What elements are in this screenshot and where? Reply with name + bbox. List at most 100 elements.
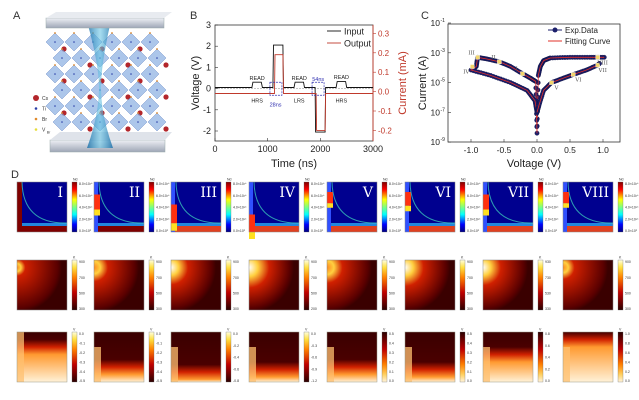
- heatmap-potential-viii: [562, 331, 614, 383]
- colorbar-tick-label: 0.1: [389, 370, 394, 374]
- heatmap-frame: [562, 181, 614, 233]
- colorbar-unit: K: [227, 256, 230, 260]
- colorbar-tick-label: 2.0×10²⁶: [156, 217, 170, 221]
- y2-tick-label: -0.1: [378, 107, 392, 116]
- colorbar-unit: K: [461, 256, 464, 260]
- fit-point-marker: [595, 55, 600, 60]
- colorbar-tick-label: 330: [545, 307, 551, 311]
- fit-point-marker: [497, 59, 502, 64]
- heatmap-nd-viii: VIII: [562, 181, 614, 233]
- colorbar-tick-label: 900: [79, 260, 85, 264]
- colorbar-unit: Nd: [383, 178, 388, 182]
- colorbar-tick-label: 8.0×10²⁶: [311, 182, 325, 186]
- colorbar-tick-label: 2.0×10²⁶: [467, 217, 481, 221]
- fit-point-marker: [470, 64, 475, 69]
- heatmap-temperature-iii: [170, 259, 222, 311]
- legend-label-sub: Br: [47, 130, 51, 134]
- state-label: IV: [279, 185, 296, 201]
- heatmap-frame: [16, 331, 68, 383]
- colorbar-tick-label: -0.2: [79, 351, 85, 355]
- heatmap-temperature-i: [16, 259, 68, 311]
- heatmap-frame: [326, 331, 378, 383]
- heatmap-gradient-edge: [567, 181, 614, 224]
- colorbar-tick-label: -0.1: [79, 342, 85, 346]
- simulation-heatmaps: INd8.0×10²⁶6.0×10²⁶4.0×10²⁶2.0×10²⁶0.0×1…: [16, 178, 639, 383]
- br-atom: [80, 112, 82, 114]
- x-tick-label: 0.0: [531, 145, 543, 155]
- heatmap-potential-vii: [482, 331, 534, 383]
- x-tick-label: 1000: [258, 144, 278, 154]
- y-tick-base: 10: [431, 48, 441, 58]
- heatmap-bottom-band: [405, 226, 455, 232]
- br-atom: [54, 64, 56, 66]
- heatmap-frame: [170, 259, 222, 311]
- fit-point-marker: [571, 72, 576, 77]
- legend-label: Output: [344, 39, 372, 49]
- colorbar-tick-label: -0.5: [79, 379, 85, 383]
- y-tick-exp: -1: [441, 18, 446, 24]
- colorbar-tick-label: 0.5: [467, 332, 472, 336]
- heatmap-temperature-vii: [482, 259, 534, 311]
- heatmap-filament-region: [171, 347, 178, 382]
- fit-point-marker: [549, 80, 554, 85]
- heatmap-bottom-band: [249, 226, 299, 232]
- annotation-label: LRS: [294, 98, 305, 104]
- colorbar: [537, 259, 544, 311]
- colorbar-tick-label: 300: [79, 307, 85, 311]
- colorbar-unit: Nd: [539, 178, 544, 182]
- ti-atom: [149, 73, 151, 75]
- colorbar-unit: K: [305, 256, 308, 260]
- colorbar-tick-label: 0.2: [545, 367, 550, 371]
- colorbar-tick-label: 4.0×10²⁶: [389, 206, 403, 210]
- legend-marker-exp: [552, 27, 558, 33]
- colorbar-tick-label: -0.3: [79, 360, 85, 364]
- y-tick-exp: -7: [441, 107, 446, 113]
- fitting-curve: [536, 62, 600, 113]
- br-atom: [118, 112, 120, 114]
- legend-marker-ti: [34, 107, 38, 110]
- heatmap-bottom-band: [17, 226, 67, 232]
- colorbar-tick-label: 700: [311, 276, 317, 280]
- colorbar: [459, 259, 466, 311]
- colorbar-tick-label: 0.0×10⁰: [233, 229, 246, 233]
- colorbar-tick-label: -0.8: [233, 379, 239, 383]
- ti-atom: [80, 57, 82, 59]
- heatmap-potential-iv: [248, 331, 300, 383]
- colorbar-tick-label: 8.0×10²⁶: [467, 182, 481, 186]
- colorbar-tick-label: 500: [389, 292, 395, 296]
- heatmap-nd-iii: III: [170, 181, 222, 233]
- colorbar: [617, 331, 624, 383]
- y-tick-exp: -3: [441, 48, 446, 54]
- colorbar-tick-label: 700: [467, 276, 473, 280]
- colorbar-tick-label: 0.4: [625, 360, 630, 364]
- colorbar-tick-label: 0.6: [625, 351, 630, 355]
- colorbar-tick-label: 500: [233, 292, 239, 296]
- colorbar-tick-label: 6.0×10²⁶: [467, 194, 481, 198]
- colorbar-tick-label: 4.0×10²⁶: [467, 206, 481, 210]
- colorbar-tick-label: 0.0: [233, 332, 238, 336]
- heatmap-field: [17, 332, 67, 382]
- heatmap-frame: [170, 181, 222, 233]
- colorbar: [303, 259, 310, 311]
- heatmap-potential-i: [16, 331, 68, 383]
- top-electrode-top: [46, 12, 172, 18]
- colorbar-unit: V: [539, 328, 542, 332]
- heatmap-band-edge: [483, 223, 533, 226]
- colorbar-tick-label: -0.2: [156, 351, 162, 355]
- heatmap-temperature-v: [326, 259, 378, 311]
- ti-atom: [156, 89, 158, 91]
- annotation-label: READ: [334, 75, 349, 81]
- heatmap-filament-region: [249, 347, 256, 382]
- heatmap-frame: [482, 331, 534, 383]
- heatmap-filament-region: [327, 347, 334, 382]
- heatmap-band-edge: [563, 223, 613, 226]
- fit-point-label: III: [468, 50, 475, 56]
- plot-frame: [447, 23, 621, 143]
- heatmap-frame: [326, 259, 378, 311]
- heatmap-band-edge: [405, 223, 455, 226]
- y-tick-label: -2: [203, 126, 211, 136]
- br-atom: [130, 64, 132, 66]
- x-tick-label: -0.5: [497, 145, 512, 155]
- br-atom: [61, 48, 63, 50]
